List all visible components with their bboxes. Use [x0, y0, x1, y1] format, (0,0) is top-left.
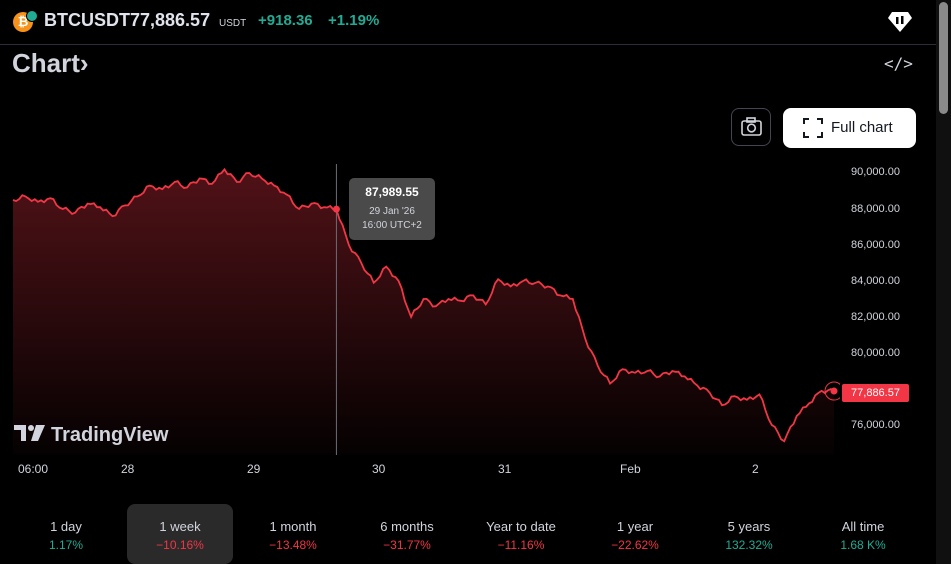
- x-tick-label: 31: [498, 462, 512, 476]
- y-tick-label: 84,000.00: [851, 275, 900, 287]
- snapshot-button[interactable]: [731, 108, 771, 146]
- tooltip-time: 16:00 UTC+2: [362, 220, 422, 231]
- period-change: 1.17%: [48, 538, 84, 552]
- period-selector: 1 day 1.17% 1 week −10.16% 1 month −13.4…: [0, 504, 936, 564]
- period-change: −10.16%: [156, 538, 204, 552]
- page-scrollbar[interactable]: [936, 0, 951, 564]
- tradingview-logo-icon: [14, 425, 45, 441]
- tooltip-date: 29 Jan '26: [369, 206, 415, 217]
- period-label: All time: [841, 519, 885, 534]
- camera-icon: [741, 117, 762, 136]
- x-tick-label: 28: [121, 462, 135, 476]
- period-label: 1 day: [50, 519, 82, 534]
- period-change: 132.32%: [725, 538, 773, 552]
- period-6-months[interactable]: 6 months −31.77%: [354, 504, 460, 564]
- price-area-fill: [13, 169, 834, 455]
- period-change: 1.68 K%: [840, 538, 886, 552]
- scrollbar-thumb[interactable]: [939, 2, 948, 114]
- y-tick-label: 86,000.00: [851, 239, 900, 251]
- period-1-day[interactable]: 1 day 1.17%: [13, 504, 119, 564]
- y-tick-label: 90,000.00: [851, 166, 900, 178]
- section-title: Chart: [12, 48, 80, 78]
- fullscreen-icon: [803, 118, 823, 138]
- period-all-time[interactable]: All time 1.68 K%: [810, 504, 916, 564]
- y-tick-label: 88,000.00: [851, 203, 900, 215]
- currency-label: USDT: [219, 18, 247, 29]
- hover-point: [332, 205, 340, 213]
- chevron-right-icon: ›: [79, 48, 89, 78]
- period-label: 6 months: [380, 519, 434, 534]
- section-title-link[interactable]: Chart›: [12, 48, 89, 79]
- last-price-point: [830, 387, 838, 395]
- full-chart-button[interactable]: Full chart: [783, 108, 916, 148]
- period-change: −31.77%: [383, 538, 431, 552]
- period-label: 1 month: [269, 519, 317, 534]
- period-label: 5 years: [727, 519, 771, 534]
- period-1-week[interactable]: 1 week −10.16%: [127, 504, 233, 564]
- full-chart-label: Full chart: [831, 119, 893, 136]
- period-1-month[interactable]: 1 month −13.48%: [240, 504, 346, 564]
- period-change: −11.16%: [497, 538, 545, 552]
- x-tick-label: Feb: [620, 462, 641, 476]
- y-tick-label: 80,000.00: [851, 347, 900, 359]
- symbol-name[interactable]: BTCUSDT: [44, 10, 130, 30]
- period-1-year[interactable]: 1 year −22.62%: [582, 504, 688, 564]
- last-price-ring: [824, 381, 840, 401]
- symbol-header: ₿ BTCUSDT 77,886.57 USDT +918.36 +1.19%: [0, 0, 936, 45]
- y-tick-label: 82,000.00: [851, 311, 900, 323]
- current-price-label: 77,886.57: [842, 384, 909, 402]
- last-price: 77,886.57: [130, 10, 211, 30]
- x-tick-label: 2: [752, 462, 759, 476]
- period-change: −13.48%: [269, 538, 317, 552]
- x-tick-label: 29: [247, 462, 261, 476]
- embed-code-icon[interactable]: </>: [884, 54, 913, 73]
- x-tick-label: 06:00: [18, 462, 49, 476]
- price-change-percent: +1.19%: [328, 12, 380, 29]
- period-change: −22.62%: [611, 538, 659, 552]
- y-tick-label: 76,000.00: [851, 419, 900, 431]
- period-label: Year to date: [486, 519, 556, 534]
- x-tick-label: 30: [372, 462, 386, 476]
- period-year-to-date[interactable]: Year to date −11.16%: [468, 504, 574, 564]
- price-line: [12, 167, 835, 443]
- tradingview-diamond-icon[interactable]: [887, 10, 913, 34]
- period-label: 1 week: [159, 519, 201, 534]
- period-label: 1 year: [616, 519, 654, 534]
- crosshair-tooltip: 87,989.55 29 Jan '26 16:00 UTC+2: [349, 178, 435, 240]
- tooltip-value: 87,989.55: [365, 185, 419, 199]
- period-5-years[interactable]: 5 years 132.32%: [696, 504, 802, 564]
- badge-icon: [26, 10, 38, 22]
- price-change: +918.36: [258, 12, 313, 29]
- price-chart[interactable]: [0, 150, 840, 460]
- tradingview-wordmark[interactable]: TradingView: [51, 424, 169, 446]
